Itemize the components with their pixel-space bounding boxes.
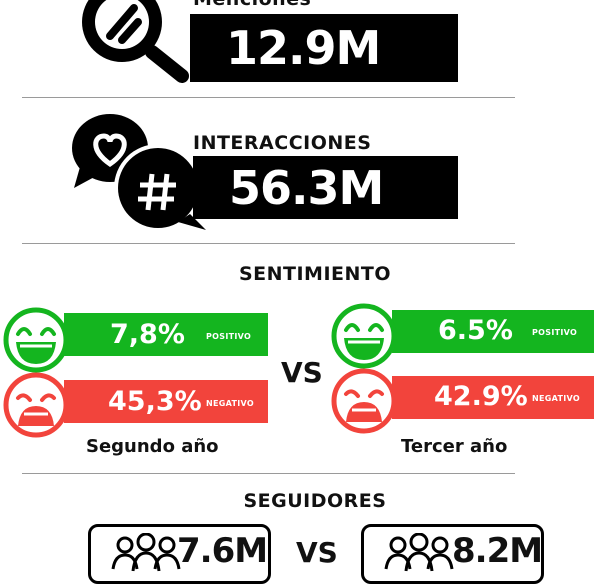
negative-tag: NEGATIVO <box>532 394 580 403</box>
mentions-value: 12.9M <box>226 21 381 75</box>
year2-label: Segundo año <box>86 436 219 457</box>
year3-positive-value: 6.5% <box>438 315 513 346</box>
divider <box>22 473 515 474</box>
year2-positive-value: 7,8% <box>110 319 185 350</box>
people-icon <box>384 533 454 572</box>
negative-tag: NEGATIVO <box>206 399 254 408</box>
positive-tag: POSITIVO <box>206 332 252 341</box>
year3-negative-value: 42.9% <box>434 381 528 412</box>
followers-left-box: 7.6M <box>88 524 271 584</box>
year3-positive-bar: 6.5% POSITIVO <box>392 310 594 353</box>
happy-face-icon <box>3 307 69 373</box>
followers-right-box: 8.2M <box>361 524 544 584</box>
mentions-label: Menciones <box>193 0 311 10</box>
interactions-value-bar: 56.3M <box>193 156 458 219</box>
divider <box>22 97 515 98</box>
year2-negative-bar: 45,3% NEGATIVO <box>64 380 268 423</box>
interactions-label: INTERACCIONES <box>193 132 372 154</box>
sentiment-vs: VS <box>281 356 323 389</box>
sad-face-icon <box>331 368 397 434</box>
year3-negative-bar: 42.9% NEGATIVO <box>392 376 594 419</box>
happy-face-icon <box>331 303 397 369</box>
interactions-value: 56.3M <box>229 160 384 215</box>
followers-left-value: 7.6M <box>177 531 268 571</box>
people-icon <box>111 533 181 572</box>
followers-right-value: 8.2M <box>452 531 543 571</box>
positive-tag: POSITIVO <box>532 328 578 337</box>
divider <box>22 243 515 244</box>
year2-positive-bar: 7,8% POSITIVO <box>64 313 268 356</box>
chat-heart-icon <box>72 114 206 232</box>
magnifier-icon <box>82 0 189 83</box>
sad-face-icon <box>3 372 69 438</box>
year3-label: Tercer año <box>401 436 508 457</box>
hashtag-icon <box>134 160 184 220</box>
mentions-value-bar: 12.9M <box>190 14 458 82</box>
followers-title: SEGUIDORES <box>243 490 387 512</box>
followers-vs: VS <box>296 536 338 569</box>
year2-negative-value: 45,3% <box>108 386 202 417</box>
sentiment-title: SENTIMIENTO <box>238 263 392 285</box>
